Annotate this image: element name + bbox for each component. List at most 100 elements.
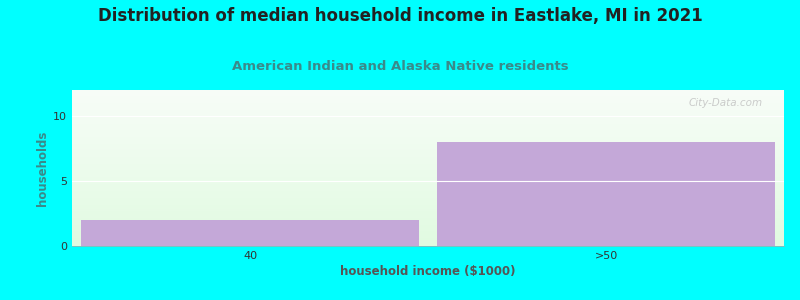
Bar <box>72 162 784 163</box>
Bar <box>72 245 784 246</box>
Bar <box>72 173 784 174</box>
Bar <box>72 96 784 97</box>
Bar <box>72 104 784 105</box>
Bar <box>72 212 784 213</box>
Bar <box>72 165 784 166</box>
Bar <box>72 214 784 215</box>
Bar <box>72 132 784 133</box>
Bar <box>72 187 784 188</box>
Bar <box>72 184 784 185</box>
Bar <box>72 222 784 223</box>
Bar <box>72 141 784 142</box>
Bar <box>72 90 784 91</box>
Bar <box>72 181 784 182</box>
Bar <box>72 207 784 208</box>
Bar <box>72 178 784 179</box>
Bar <box>72 238 784 239</box>
Bar <box>72 236 784 237</box>
Bar <box>72 154 784 155</box>
Bar <box>72 183 784 184</box>
Bar <box>72 156 784 157</box>
Bar <box>72 232 784 233</box>
Bar <box>72 192 784 193</box>
Bar <box>72 150 784 151</box>
Bar <box>72 116 784 117</box>
Y-axis label: households: households <box>36 130 49 206</box>
Bar <box>72 228 784 229</box>
Bar <box>72 128 784 129</box>
Bar <box>72 169 784 170</box>
Bar <box>72 117 784 118</box>
Bar <box>72 196 784 197</box>
Bar <box>72 218 784 219</box>
Bar <box>72 105 784 106</box>
Bar <box>72 136 784 137</box>
Bar <box>72 241 784 242</box>
Bar <box>72 133 784 134</box>
Bar <box>72 99 784 100</box>
Bar <box>72 189 784 190</box>
Bar <box>72 224 784 225</box>
Bar <box>72 206 784 207</box>
Bar <box>72 159 784 160</box>
Bar <box>72 111 784 112</box>
Bar <box>72 170 784 171</box>
Bar <box>72 95 784 96</box>
Bar <box>72 113 784 114</box>
Bar <box>72 164 784 165</box>
Bar <box>72 225 784 226</box>
Bar <box>72 127 784 128</box>
Bar <box>72 98 784 99</box>
Bar <box>72 135 784 136</box>
Bar <box>72 201 784 202</box>
Bar <box>72 130 784 131</box>
Bar <box>81 220 419 246</box>
Bar <box>72 131 784 132</box>
Bar <box>72 215 784 216</box>
Bar <box>72 195 784 196</box>
Bar <box>72 219 784 220</box>
Bar <box>72 168 784 169</box>
Bar <box>72 93 784 94</box>
Bar <box>72 101 784 102</box>
Bar <box>72 171 784 172</box>
Bar <box>72 166 784 167</box>
Bar <box>72 123 784 124</box>
Bar <box>72 226 784 227</box>
Bar <box>72 121 784 122</box>
Bar <box>72 118 784 119</box>
Bar <box>72 155 784 156</box>
Bar <box>72 161 784 162</box>
Bar <box>72 163 784 164</box>
Bar <box>72 193 784 194</box>
Bar <box>72 149 784 150</box>
Bar <box>72 239 784 240</box>
Bar <box>72 167 784 168</box>
Bar <box>72 102 784 103</box>
Bar <box>72 115 784 116</box>
Bar <box>72 152 784 153</box>
Bar <box>72 182 784 183</box>
Bar <box>72 235 784 236</box>
Bar <box>72 158 784 159</box>
Bar <box>72 157 784 158</box>
Bar <box>72 191 784 192</box>
Bar <box>72 138 784 139</box>
Bar <box>72 179 784 180</box>
Bar <box>72 223 784 224</box>
Bar <box>72 180 784 181</box>
Bar <box>72 151 784 152</box>
Bar <box>72 153 784 154</box>
Bar <box>72 92 784 93</box>
Bar <box>72 139 784 140</box>
Bar <box>72 237 784 238</box>
Bar <box>72 175 784 176</box>
Text: American Indian and Alaska Native residents: American Indian and Alaska Native reside… <box>232 60 568 73</box>
Bar <box>72 208 784 209</box>
Bar <box>72 114 784 115</box>
Bar <box>72 142 784 143</box>
Bar <box>72 94 784 95</box>
Bar <box>72 243 784 244</box>
Bar <box>72 126 784 127</box>
Bar <box>72 122 784 123</box>
